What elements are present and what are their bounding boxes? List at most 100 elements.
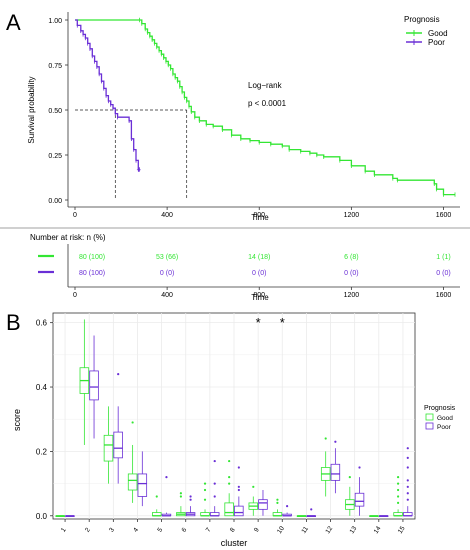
risk-x-tick-label: 400 (161, 292, 173, 299)
box-outlier (179, 495, 182, 498)
km-y-tick-label: 0.00 (48, 198, 62, 205)
box-x-tick-label: 10 (276, 525, 286, 535)
risk-x-tick-label: 0 (73, 292, 77, 299)
box-legend-good: Good (437, 415, 453, 422)
box-y-tick-label: 0.6 (36, 319, 48, 328)
km-legend-poor: Poor (428, 38, 445, 47)
risk-cell: 53 (66) (156, 254, 178, 261)
km-line-poor (75, 19, 140, 171)
box-x-tick-label: 8 (229, 526, 237, 533)
risk-x-tick-label: 1200 (344, 292, 360, 299)
risk-x-tick-label: 1600 (436, 292, 452, 299)
box-outlier (228, 482, 231, 485)
km-y-tick-label: 1.00 (48, 18, 62, 25)
box-outlier (358, 466, 361, 469)
box-x-tick-label: 3 (108, 526, 116, 533)
box-x-label: cluster (221, 538, 248, 548)
box-outlier (286, 505, 289, 508)
box-x-tick-label: 15 (397, 525, 407, 535)
risk-cell: 6 (8) (344, 254, 358, 261)
box-outlier (189, 498, 192, 501)
box-outlier (228, 459, 231, 463)
box-outlier (203, 498, 207, 501)
box-outlier (396, 476, 400, 479)
km-legend: Prognosis Good Poor (404, 15, 448, 47)
box-x-tick-label: 7 (205, 526, 213, 533)
box-outlier (228, 476, 231, 479)
box-outlier (406, 485, 409, 488)
box-x-tick-label: 12 (324, 525, 334, 535)
box-y-label: score (12, 409, 22, 431)
risk-x-tick-label: 800 (253, 292, 265, 299)
box-outlier (252, 485, 255, 488)
risk-title: Number at risk: n (%) (30, 233, 106, 242)
km-legend-title: Prognosis (404, 15, 440, 24)
box-x-tick-label: 5 (156, 526, 164, 533)
risk-x-label: Time (251, 293, 269, 302)
box-outlier (276, 498, 279, 501)
box-outlier (213, 482, 216, 485)
box-outlier (334, 440, 337, 443)
box-body (224, 502, 234, 517)
box-outlier (406, 498, 409, 501)
box-outlier (213, 495, 216, 498)
panel-b-letter: B (6, 310, 21, 335)
box-body (234, 505, 244, 517)
box-outlier (396, 488, 400, 492)
box-outlier (131, 421, 134, 424)
box-outlier (396, 495, 400, 498)
box-outlier (203, 482, 207, 485)
box-outlier (237, 485, 240, 488)
risk-cell: 0 (0) (160, 270, 174, 277)
box-body (103, 434, 114, 462)
km-legend-good: Good (428, 29, 448, 38)
risk-cell: 80 (100) (79, 270, 105, 277)
risk-cell: 0 (0) (344, 270, 358, 277)
box-outlier (348, 476, 351, 479)
box-outlier (165, 476, 168, 479)
risk-cell: 1 (1) (436, 254, 450, 261)
risk-cell: 14 (18) (248, 254, 270, 261)
box-outlier (396, 482, 400, 485)
risk-table: Number at risk: n (%) 80 (100) 53 (66) 14 … (0, 227, 470, 302)
risk-cell: 80 (100) (79, 254, 105, 261)
box-outlier (155, 495, 158, 498)
boxplot: 0.00.20.40.6 1 2 3 4 5 6 7 8 9 10 11 12 13 14 15 * * sc… (12, 312, 416, 548)
km-x-tick-label: 400 (161, 212, 173, 219)
significance-star: * (256, 315, 261, 330)
box-outlier (179, 492, 182, 495)
box-body (137, 473, 148, 497)
box-body (258, 499, 268, 510)
km-y-tick-label: 0.50 (48, 108, 62, 115)
box-outlier (406, 447, 409, 450)
box-outlier (213, 459, 216, 463)
km-y-tick-label: 0.75 (48, 63, 62, 70)
box-x-tick-label: 2 (84, 526, 92, 533)
box-x-tick-label: 4 (132, 526, 140, 533)
box-y-tick-label: 0.4 (36, 383, 48, 392)
box-body (127, 473, 138, 491)
box-outlier (237, 466, 240, 469)
box-legend-title: Prognosis (424, 405, 456, 412)
risk-cell: 0 (0) (252, 270, 266, 277)
box-outlier (406, 456, 409, 459)
box-x-tick-label: 6 (181, 526, 189, 533)
km-x-tick-label: 1600 (436, 212, 452, 219)
box-outlier (396, 501, 400, 505)
km-x-tick-label: 0 (73, 212, 77, 219)
box-outlier (237, 488, 240, 492)
box-outlier (117, 373, 120, 376)
significance-star: * (280, 315, 285, 330)
km-y-label: Survival probability (27, 76, 36, 143)
censor-end: + (136, 165, 141, 174)
km-x-tick-label: 1200 (344, 212, 360, 219)
km-y-tick-label: 0.25 (48, 153, 62, 160)
box-legend-poor-swatch (425, 422, 434, 430)
box-outlier (310, 508, 313, 511)
risk-cell: 0 (0) (436, 270, 450, 277)
box-x-tick-label: 14 (373, 525, 383, 535)
box-outlier (324, 437, 327, 440)
km-x-tick-label: 800 (253, 212, 265, 219)
box-x-tick-label: 11 (300, 525, 310, 535)
